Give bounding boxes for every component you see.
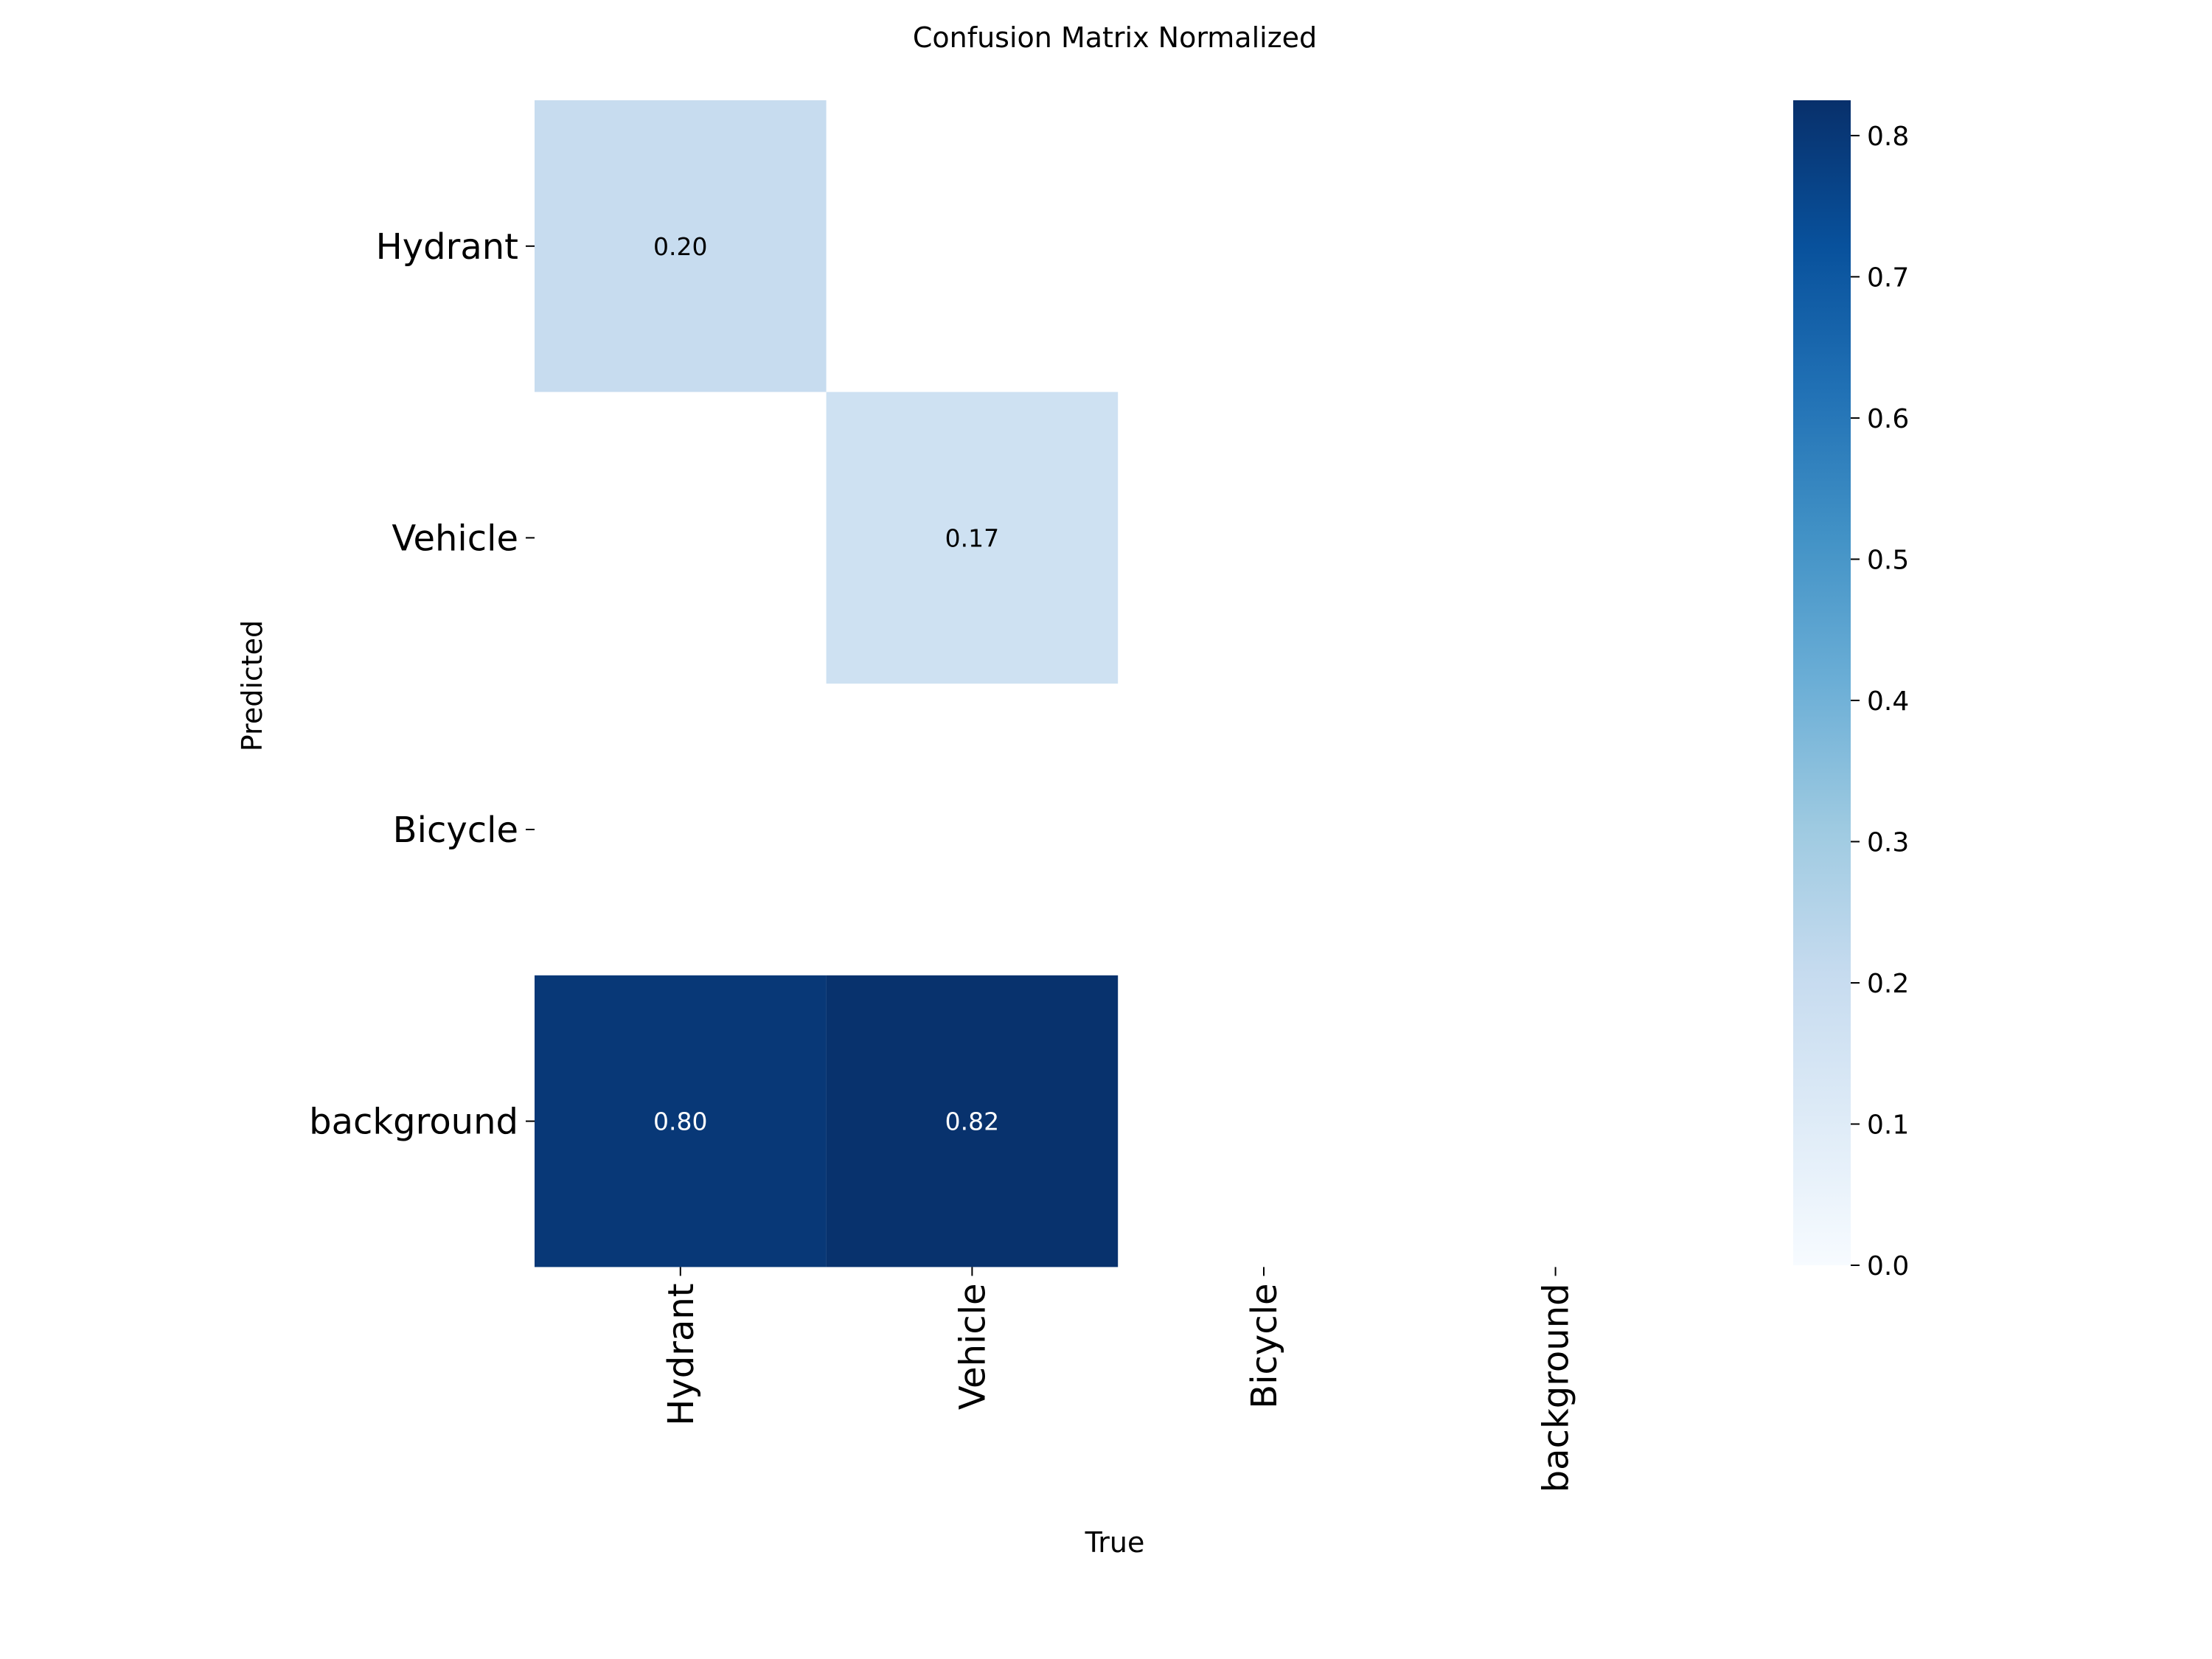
x-axis-label: True — [1085, 1526, 1145, 1559]
colorbar-tick-label: 0.4 — [1867, 686, 1909, 717]
y-axis: Hydrant Vehicle Bicycle background — [309, 226, 535, 1143]
heatmap-cell — [535, 100, 827, 392]
colorbar-gradient — [1793, 100, 1851, 1265]
colorbar: 0.0 0.1 0.2 0.3 0.4 0.5 0.6 0.7 0.8 — [1793, 100, 1909, 1281]
y-axis-label: Predicted — [236, 620, 268, 751]
colorbar-tick-label: 0.2 — [1867, 969, 1909, 999]
cell-value-label: 0.17 — [945, 524, 999, 552]
y-tick-label: Bicycle — [393, 810, 518, 851]
cell-value-label: 0.20 — [653, 232, 707, 261]
heatmap-cell — [826, 975, 1119, 1267]
y-tick-label: Vehicle — [392, 518, 518, 559]
x-tick-label: Hydrant — [661, 1283, 702, 1425]
colorbar-tick-label: 0.3 — [1867, 827, 1909, 858]
chart-title: Confusion Matrix Normalized — [913, 21, 1317, 54]
colorbar-tick-label: 0.8 — [1867, 122, 1909, 152]
cell-value-label: 0.82 — [945, 1107, 999, 1136]
colorbar-tick-label: 0.1 — [1867, 1110, 1909, 1140]
colorbar-tick-label: 0.5 — [1867, 545, 1909, 575]
y-tick-label: Hydrant — [376, 226, 518, 268]
x-axis: Hydrant Vehicle Bicycle background — [661, 1267, 1577, 1492]
y-tick-label: background — [309, 1102, 518, 1143]
colorbar-tick-label: 0.0 — [1867, 1251, 1909, 1281]
heatmap-cell — [826, 392, 1119, 684]
cell-value-label: 0.80 — [653, 1107, 707, 1136]
x-tick-label: Bicycle — [1244, 1283, 1285, 1408]
x-tick-label: background — [1536, 1283, 1577, 1492]
colorbar-tick-label: 0.6 — [1867, 404, 1909, 434]
x-tick-label: Vehicle — [952, 1283, 993, 1410]
heatmap-cell-labels: 0.20 0.17 0.80 0.82 — [653, 232, 999, 1136]
colorbar-tick-label: 0.7 — [1867, 262, 1909, 293]
heatmap-cells — [535, 100, 1119, 1267]
heatmap-cell — [535, 975, 827, 1267]
